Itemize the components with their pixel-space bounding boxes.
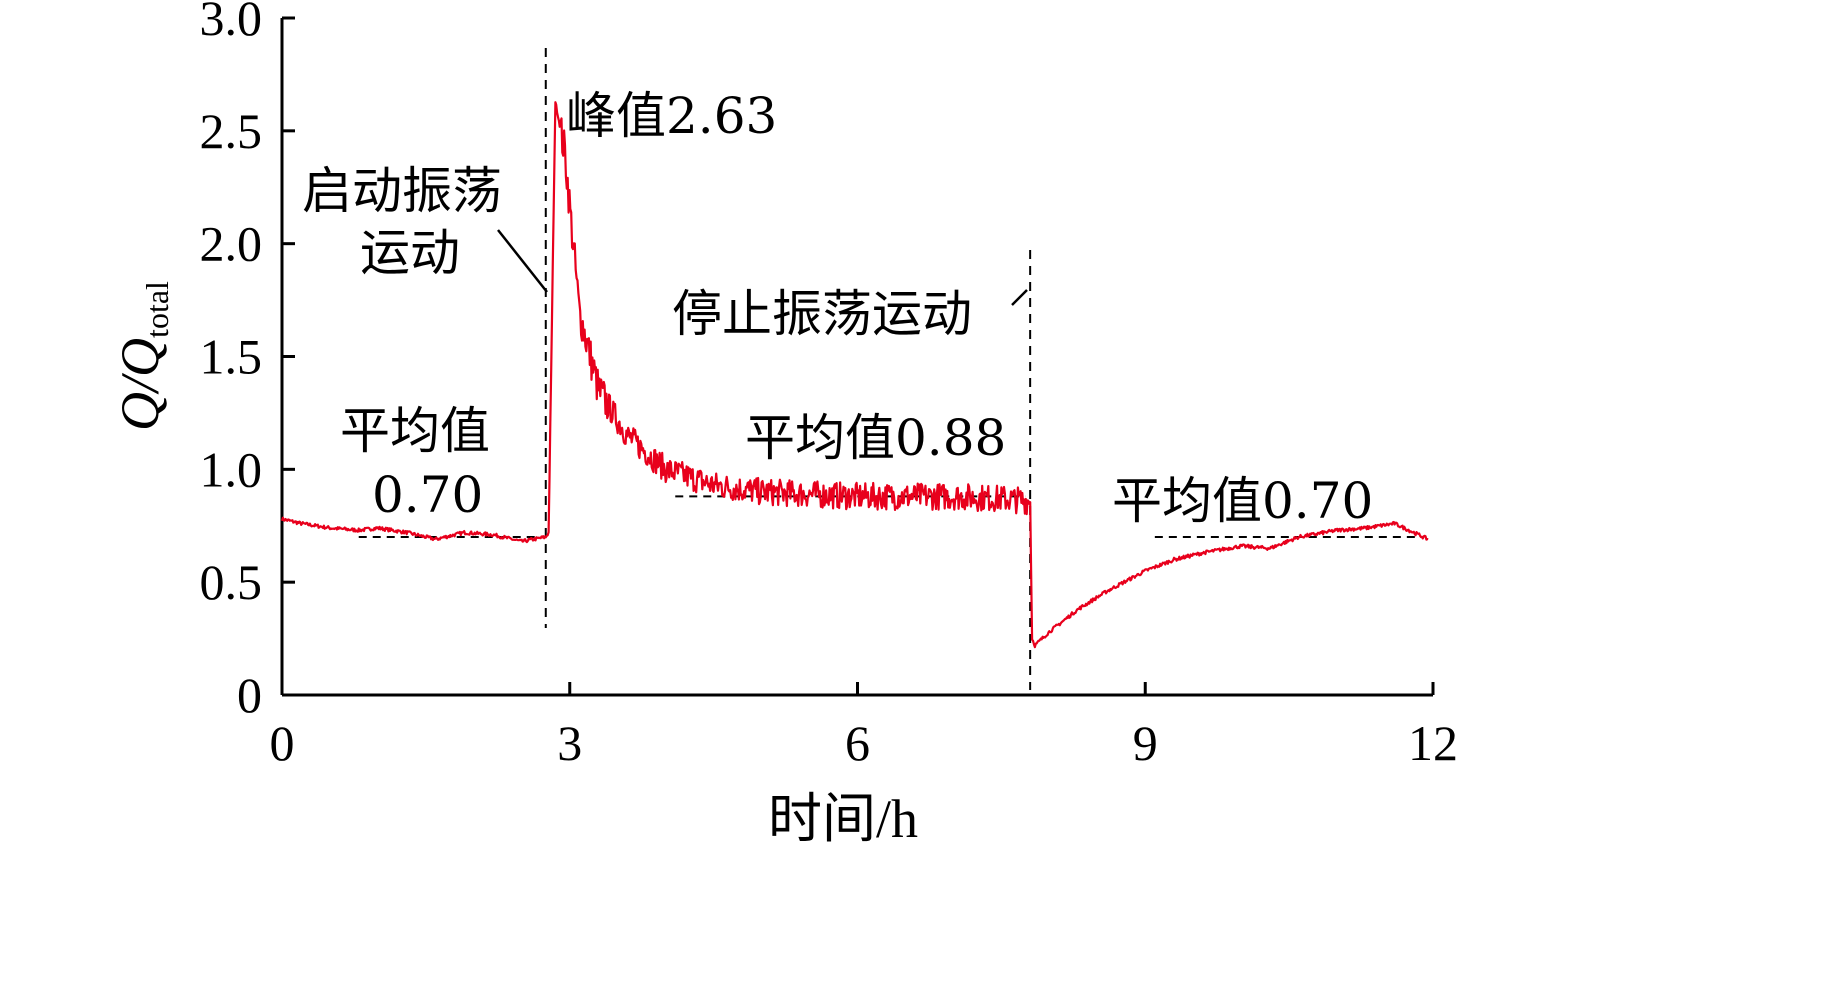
mean-label-3: 平均值0.70 xyxy=(1112,472,1373,530)
svg-text:Q/Qtotal: Q/Qtotal xyxy=(110,281,175,431)
start-oscillation-label-line1: 启动振荡 xyxy=(302,162,502,220)
ticks xyxy=(280,16,1435,697)
stop-annotation-leader xyxy=(1011,289,1028,306)
y-tick-label: 1.5 xyxy=(200,329,263,385)
x-tick-label: 3 xyxy=(557,715,582,771)
mean-label-1-line2: 0.70 xyxy=(372,466,483,524)
event-lines xyxy=(544,48,1032,690)
stop-oscillation-label: 停止振荡运动 xyxy=(672,285,972,343)
x-tick-label: 0 xyxy=(270,715,295,771)
x-axis-title: 时间/h xyxy=(768,789,918,849)
start-annotation-leader xyxy=(497,229,548,293)
y-axis-title-main: Q/Q xyxy=(110,338,170,431)
start-oscillation-label-line2: 运动 xyxy=(360,224,460,282)
y-tick-label: 3.0 xyxy=(200,0,263,46)
x-tick-label: 12 xyxy=(1408,715,1458,771)
y-tick-label: 2.0 xyxy=(200,216,263,272)
tick-labels: 0 3 6 9 12 0 0.5 1.0 1.5 2.0 2.5 3.0 xyxy=(200,0,1459,771)
y-tick-label: 0 xyxy=(237,667,262,723)
y-axis-title: Q/Qtotal xyxy=(110,281,175,431)
peak-label: 峰值2.63 xyxy=(566,87,777,145)
y-tick-label: 1.0 xyxy=(200,441,263,497)
y-axis-title-sub: total xyxy=(139,281,175,338)
x-tick-label: 9 xyxy=(1133,715,1158,771)
x-tick-label: 6 xyxy=(845,715,870,771)
mean-label-1-line1: 平均值 xyxy=(340,402,490,460)
y-tick-label: 2.5 xyxy=(200,103,263,159)
y-tick-label: 0.5 xyxy=(200,554,263,610)
mean-label-2: 平均值0.88 xyxy=(745,409,1006,467)
flow-ratio-series-line xyxy=(280,101,1429,649)
